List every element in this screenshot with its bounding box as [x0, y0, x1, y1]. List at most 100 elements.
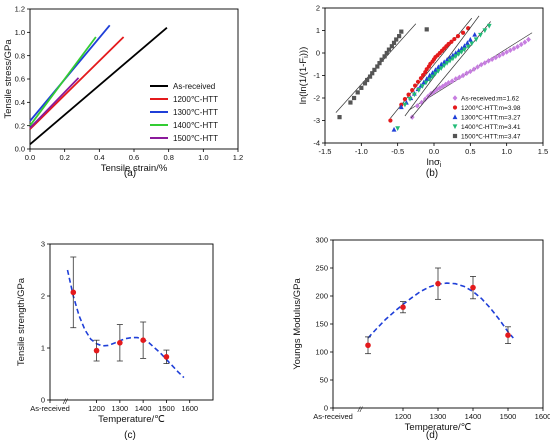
data-point — [504, 49, 510, 55]
data-point — [391, 126, 397, 132]
x-tick-label: 1400 — [465, 412, 482, 421]
data-point — [384, 50, 389, 56]
series-line — [29, 36, 97, 127]
data-point — [359, 85, 364, 90]
data-point — [414, 103, 420, 109]
data-point — [395, 126, 401, 131]
data-point — [511, 45, 517, 52]
data-point — [348, 100, 353, 105]
data-point — [462, 43, 467, 48]
y-tick-label: 2 — [316, 4, 320, 13]
fit-curve — [66, 269, 185, 379]
data-point-group — [365, 336, 371, 355]
y-tick-label: 100 — [315, 348, 328, 357]
data-point — [489, 56, 495, 62]
data-point — [456, 48, 462, 53]
data-point — [493, 54, 499, 61]
data-point — [419, 99, 425, 106]
data-point — [367, 74, 373, 79]
data-point — [416, 88, 422, 93]
data-point — [447, 54, 453, 60]
legend-marker — [452, 114, 458, 120]
data-point — [453, 50, 459, 56]
x-axis-label: Temperature/℃ — [405, 422, 472, 433]
x-tick-label: 0.6 — [129, 153, 139, 162]
legend-label: 1200℃-HTT — [173, 95, 218, 104]
y-tick-label: 50 — [320, 376, 328, 385]
data-point — [497, 53, 502, 59]
data-point — [397, 34, 402, 39]
data-point — [456, 52, 462, 57]
data-point — [482, 60, 488, 66]
legend-label: 1400℃-HTT:m=3.41 — [461, 124, 521, 131]
y-tick-label: 300 — [315, 236, 328, 245]
series — [388, 17, 473, 123]
data-point — [500, 51, 506, 57]
data-point — [435, 64, 441, 70]
x-tick-label: 0.4 — [94, 153, 104, 162]
x-tick-label: 1.2 — [233, 153, 243, 162]
y-tick-label: 0.2 — [15, 121, 25, 130]
x-axis-label: lnσi — [427, 157, 442, 169]
y-tick-label: 200 — [315, 292, 328, 301]
data-point — [117, 340, 123, 346]
data-point — [465, 44, 471, 50]
data-point — [464, 70, 470, 76]
panel-a: 0.0 0.2 0.4 0.6 0.8 1.0 1.2 0.0 0.2 0.4 0.6 0.8 1.0 1… — [3, 5, 243, 179]
y-axis-label: Tensile stress/GPa — [3, 39, 14, 119]
axis-break-mark: // — [357, 405, 363, 414]
data-point — [459, 49, 465, 55]
x-tick-label: 1500 — [500, 412, 517, 421]
data-point — [419, 84, 425, 89]
data-point — [441, 63, 447, 69]
data-point — [505, 332, 511, 339]
y-tick-label: 1 — [316, 26, 320, 35]
data-point — [522, 39, 528, 45]
y-tick-label: 0.0 — [15, 145, 25, 154]
panel-c: As-received 1200 1300 1400 1500 1600 0 1 2 3 // Tem… — [16, 240, 214, 441]
x-tick-label: 1600 — [535, 412, 550, 421]
x-tick-label: 0.0 — [25, 153, 35, 162]
data-point — [424, 27, 429, 32]
x-tick-label: 0.0 — [429, 147, 439, 156]
data-point — [435, 68, 441, 74]
legend-label: 1500℃-HTT:m=3.47 — [461, 133, 521, 140]
data-point — [418, 76, 424, 81]
legend-label: As-received — [173, 82, 215, 91]
y-tick-label: 1.2 — [15, 5, 25, 14]
y-tick-label: 0.8 — [15, 51, 25, 60]
data-point — [365, 77, 370, 83]
data-point — [433, 67, 438, 72]
y-tick-label: 0 — [316, 49, 320, 58]
y-tick-label: 0.6 — [15, 75, 25, 84]
data-point — [455, 34, 461, 39]
data-point — [93, 347, 100, 354]
series-line — [29, 77, 80, 129]
data-point — [450, 56, 456, 62]
data-point — [478, 62, 484, 68]
y-tick-label: -3 — [313, 116, 320, 125]
data-point-group — [435, 267, 441, 300]
data-point — [140, 337, 146, 344]
x-tick-label: -1.5 — [319, 147, 332, 156]
data-point — [438, 61, 444, 67]
data-point — [375, 64, 380, 69]
panel-caption: (a) — [124, 168, 136, 179]
legend-label: 1300℃-HTT:m=3.27 — [461, 114, 521, 121]
legend-marker — [452, 95, 458, 101]
x-tick-label: 1500 — [158, 404, 175, 413]
series-line — [29, 36, 125, 130]
legend-label: 1400℃-HTT — [173, 121, 218, 130]
data-point — [467, 68, 473, 75]
y-tick-label: 0 — [324, 404, 328, 413]
y-tick-label: 250 — [315, 264, 328, 273]
y-tick-label: -2 — [313, 94, 320, 103]
data-point — [402, 97, 408, 102]
data-point-group — [470, 275, 476, 300]
x-tick-label: 1200 — [88, 404, 105, 413]
data-point — [470, 284, 476, 291]
legend-marker — [452, 105, 458, 110]
data-point — [438, 66, 444, 71]
data-point — [70, 289, 77, 296]
data-point — [406, 92, 411, 97]
